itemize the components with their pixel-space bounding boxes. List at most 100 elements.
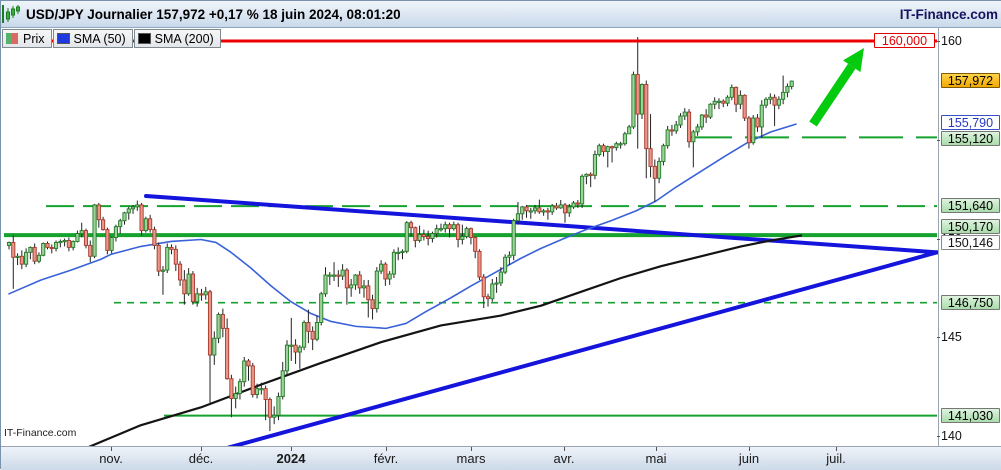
candlestick (336, 270, 341, 287)
candlestick (755, 114, 760, 132)
candlestick (635, 37, 640, 149)
candlestick (605, 145, 610, 168)
candlestick (742, 94, 747, 121)
x-axis-month-label: avr. (553, 451, 575, 466)
candlestick (357, 271, 362, 294)
candlestick (314, 315, 319, 342)
price-candles-icon (6, 33, 19, 44)
candlestick (712, 97, 717, 110)
candlestick (729, 84, 734, 101)
candlestick (443, 221, 448, 233)
candlestick-chart[interactable] (1, 28, 939, 450)
chart-title: USD/JPY Journalier 157,972 +0,17 % 18 ju… (26, 6, 401, 22)
candlestick (524, 204, 529, 218)
candlestick (464, 226, 469, 239)
candlestick (413, 226, 418, 248)
candlestick (83, 228, 89, 249)
candlestick (267, 397, 272, 432)
candlestick (233, 386, 238, 409)
candlestick (379, 260, 384, 275)
candlestick (704, 109, 709, 123)
candlestick (263, 385, 268, 421)
title-bar: USD/JPY Journalier 157,972 +0,17 % 18 ju… (1, 1, 1001, 28)
candlestick (92, 203, 97, 259)
candlestick (456, 222, 461, 248)
chart-plot-area[interactable]: 160,000 (1, 28, 939, 450)
price-scale[interactable]: 160155150145140157,972155,790155,120151,… (937, 28, 1001, 446)
candlestick (259, 382, 264, 395)
candlestick (781, 75, 786, 105)
candlestick (408, 220, 414, 237)
candlestick (28, 246, 33, 260)
candlestick (246, 358, 251, 381)
candlestick (160, 266, 166, 295)
price-label-150-146: 150,146 (941, 235, 1000, 251)
candlestick (584, 173, 589, 185)
candlestick (173, 245, 178, 272)
x-axis-tick (291, 447, 292, 451)
price-label-155-120: 155,120 (941, 130, 1000, 146)
candlestick (507, 251, 512, 266)
candlestick (751, 115, 756, 145)
price-label-157-972: 157,972 (941, 73, 1000, 89)
candlestick (404, 221, 409, 254)
candlestick (109, 236, 114, 254)
legend-item-sma-50[interactable]: SMA (50) (52, 29, 133, 48)
candlestick (686, 109, 692, 148)
candlestick (447, 222, 452, 238)
brand-logo: IT-Finance.com (899, 6, 998, 22)
watermark: IT-Finance.com (4, 427, 77, 439)
candlestick (460, 224, 465, 245)
candlestick (229, 374, 234, 418)
candlestick (515, 201, 521, 225)
candlestick (370, 294, 375, 320)
candlestick (143, 216, 148, 233)
breakout-arrow[interactable] (809, 48, 864, 127)
candlestick (669, 124, 674, 136)
trendline-ascending[interactable] (227, 250, 939, 450)
candlestick (481, 274, 486, 309)
candlestick (36, 252, 41, 264)
candlestick (627, 124, 632, 135)
x-axis-month-label: févr. (373, 451, 399, 466)
candlestick (520, 205, 525, 220)
candlestick (280, 361, 285, 400)
candlestick (366, 279, 371, 318)
price-label-150-170: 150,170 (941, 219, 1000, 235)
candlestick (255, 383, 260, 399)
candlestick (674, 120, 679, 134)
candlestick (746, 116, 751, 149)
candlestick (41, 242, 46, 257)
candlestick (289, 317, 294, 361)
candlestick (75, 230, 80, 243)
candlestick (708, 103, 713, 120)
legend-item-sma-200[interactable]: SMA (200) (133, 29, 221, 48)
trendline-descending[interactable] (144, 194, 939, 255)
candlestick (614, 141, 619, 151)
candlestick (32, 243, 37, 265)
candlestick (417, 225, 422, 243)
x-axis-month-label: nov. (99, 451, 123, 466)
candlestick (139, 202, 144, 236)
candlestick (323, 267, 328, 297)
candlestick (293, 339, 298, 364)
x-axis-month-label: déc. (188, 451, 214, 466)
candlestick (648, 114, 653, 178)
candlestick (490, 278, 495, 302)
candlestick (772, 94, 777, 126)
price-label-160-000[interactable]: 160,000 (874, 33, 935, 48)
time-axis[interactable]: nov. déc. 2024 févr. mars avr. mai juin juil. (1, 446, 1001, 470)
candlestick (135, 200, 140, 211)
series-color-swatch (137, 33, 151, 44)
price-label-141-030: 141,030 (941, 407, 1000, 423)
candlestick (550, 203, 555, 215)
candlestick (327, 272, 332, 285)
legend-item-prix[interactable]: Prix (2, 29, 52, 48)
x-axis-tick (656, 447, 657, 451)
candlestick (237, 378, 243, 400)
x-axis-month-label: mars (456, 451, 486, 466)
x-axis-tick (564, 447, 565, 451)
candlestick (438, 223, 444, 232)
candlestick (426, 230, 431, 246)
legend-label: Prix (23, 31, 45, 46)
